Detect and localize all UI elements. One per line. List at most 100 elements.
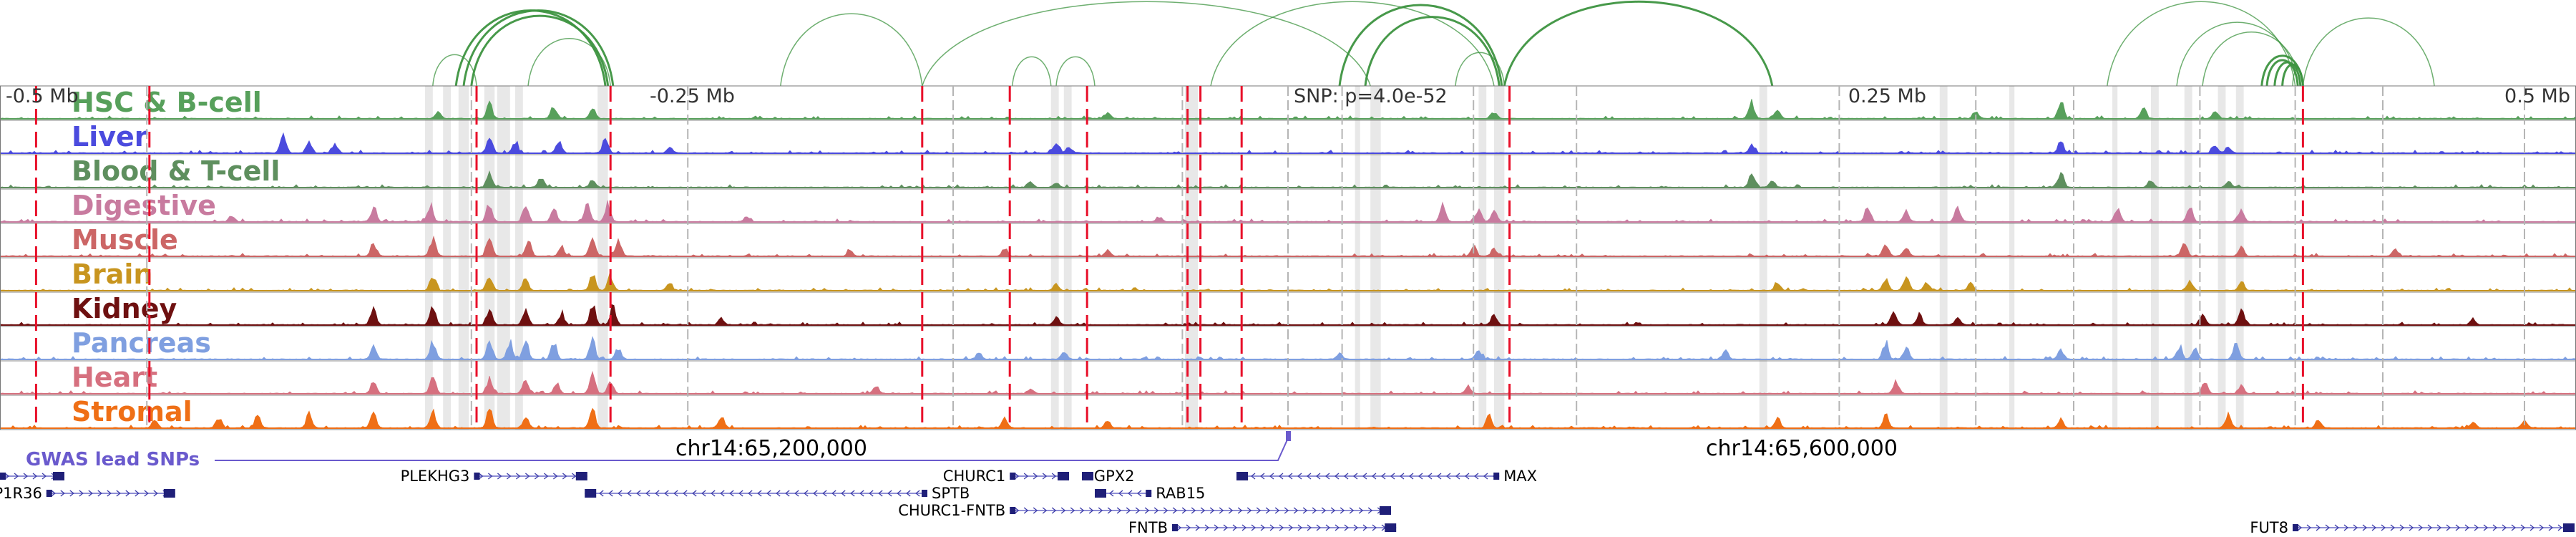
position-label: 0.5 Mb: [2504, 85, 2570, 107]
gene-strand-chevrons: [51, 490, 167, 497]
gene-strand-chevrons: [478, 473, 577, 480]
position-label: -0.5 Mb: [6, 85, 79, 107]
gene-fut8: FUT8: [2250, 519, 2575, 536]
gene-exon: [53, 472, 64, 480]
track-stromal: Stromal: [0, 395, 2576, 429]
loop-arc: [2176, 21, 2298, 87]
gene-exon: [1236, 472, 1248, 480]
gwas-track: GWAS lead SNPs: [26, 431, 1291, 470]
loop-arc: [1210, 1, 1495, 87]
gene-exon: [1058, 472, 1069, 480]
gene-exon: [1095, 489, 1106, 498]
gene-strand-chevrons: [4, 473, 57, 480]
gene-exon: [1380, 506, 1391, 515]
gene-exon: [2293, 524, 2298, 531]
gene-label-fut8: FUT8: [2250, 519, 2288, 536]
loop-arc: [2202, 31, 2301, 87]
loop-arc: [1503, 0, 1774, 87]
gene-rab15: RAB15: [1095, 485, 1205, 502]
gene-strand-chevrons: [2297, 524, 2572, 531]
track-signal-brain: [0, 272, 2576, 291]
loop-arc: [470, 14, 610, 87]
gene-label-sptb: SPTB: [932, 485, 970, 502]
track-label-pancreas: Pancreas: [72, 327, 211, 359]
chromatin-loops: [432, 0, 2435, 87]
gene-label-churc1: CHURC1: [943, 468, 1005, 485]
gene-label-plekhg3: PLEKHG3: [401, 468, 470, 485]
loop-arc: [922, 1, 1371, 87]
track-signal-blood-t-cell: [0, 170, 2576, 188]
loop-arc: [2292, 68, 2304, 87]
gene-exon: [474, 473, 480, 480]
track-muscle: Muscle: [0, 223, 2576, 257]
track-label-muscle: Muscle: [72, 224, 178, 256]
gwas-connector: [215, 437, 1289, 461]
gene-churc1-fntb: CHURC1-FNTB: [898, 502, 1391, 519]
track-signal-pancreas: [0, 336, 2576, 360]
gene-label-max: MAX: [1503, 468, 1537, 485]
gene-exon: [585, 489, 597, 498]
gene-exon: [1385, 523, 1397, 532]
gene-sptb: SPTB: [585, 485, 970, 502]
gene-label-churc1-fntb: CHURC1-FNTB: [898, 502, 1005, 519]
coordinate-label: chr14:65,600,000: [1706, 436, 1898, 461]
gene-label-rab15: RAB15: [1156, 485, 1205, 502]
loop-arc: [527, 38, 611, 87]
gene-exon: [1493, 473, 1500, 480]
position-label: SNP: p=4.0e-52: [1294, 85, 1448, 107]
track-signal-muscle: [0, 235, 2576, 257]
loop-arc: [780, 13, 923, 87]
loop-arc: [462, 9, 615, 87]
gene-exon: [46, 490, 52, 497]
track-label-heart: Heart: [72, 362, 157, 393]
position-label: 0.25 Mb: [1848, 85, 1926, 107]
gene-plekhg3: PLEKHG3: [401, 468, 587, 485]
gene-strand-chevrons: [1176, 524, 1387, 531]
track-signal-digestive: [0, 200, 2576, 223]
gene-label-gpx2: GPX2: [1094, 468, 1135, 485]
loop-arc: [1364, 16, 1501, 87]
loop-arc: [1012, 56, 1052, 87]
gene-exon: [163, 489, 175, 498]
gene-exon: [575, 472, 587, 480]
track-signal-kidney: [0, 304, 2576, 326]
gene-strand-chevrons: [1014, 473, 1066, 480]
position-label: -0.25 Mb: [650, 85, 735, 107]
gene-exon: [1083, 473, 1090, 480]
loop-arc: [2273, 61, 2302, 87]
track-signal-stromal: [0, 407, 2576, 429]
gene-gpx2: GPX2: [1082, 468, 1134, 485]
gene-ppp1r36: PPP1R36: [0, 485, 175, 502]
position-markers: [34, 86, 2525, 430]
gene-spa2: SPA2: [0, 472, 64, 480]
track-label-stromal: Stromal: [72, 396, 192, 427]
gene-strand-chevrons: [1014, 507, 1382, 514]
track-label-hsc-b-cell: HSC & B-cell: [72, 87, 262, 118]
gene-label-fntb: FNTB: [1128, 519, 1168, 536]
coordinate-label: chr14:65,200,000: [675, 436, 867, 461]
gene-exon: [922, 490, 927, 497]
track-label-blood-t-cell: Blood & T-cell: [72, 155, 280, 187]
gene-exon: [0, 473, 6, 480]
loop-arc: [1055, 56, 1096, 87]
gene-churc1: CHURC1: [943, 468, 1069, 485]
gene-exon: [1146, 490, 1152, 497]
gwas-track-label: GWAS lead SNPs: [26, 449, 200, 470]
position-labels: -0.5 Mb -0.25 Mb SNP: p=4.0e-52 0.25 Mb 0.5 …: [6, 85, 2570, 461]
loop-arc: [1455, 52, 1506, 87]
loop-arc: [2265, 59, 2299, 87]
gene-exon: [1010, 473, 1016, 480]
gene-label-ppp1r36: PPP1R36: [0, 485, 42, 502]
gene-exon: [2563, 523, 2575, 532]
loop-arc: [454, 9, 607, 87]
track-label-digestive: Digestive: [72, 190, 216, 221]
track-label-liver: Liver: [72, 121, 148, 153]
gwas-snp-mark: [1286, 431, 1291, 441]
gene-exon: [1010, 507, 1016, 514]
gene-exon: [1172, 524, 1178, 531]
gene-max: MAX: [1236, 468, 1537, 485]
track-signal-liver: [0, 132, 2576, 154]
track-signal-hsc-b-cell: [0, 99, 2576, 120]
